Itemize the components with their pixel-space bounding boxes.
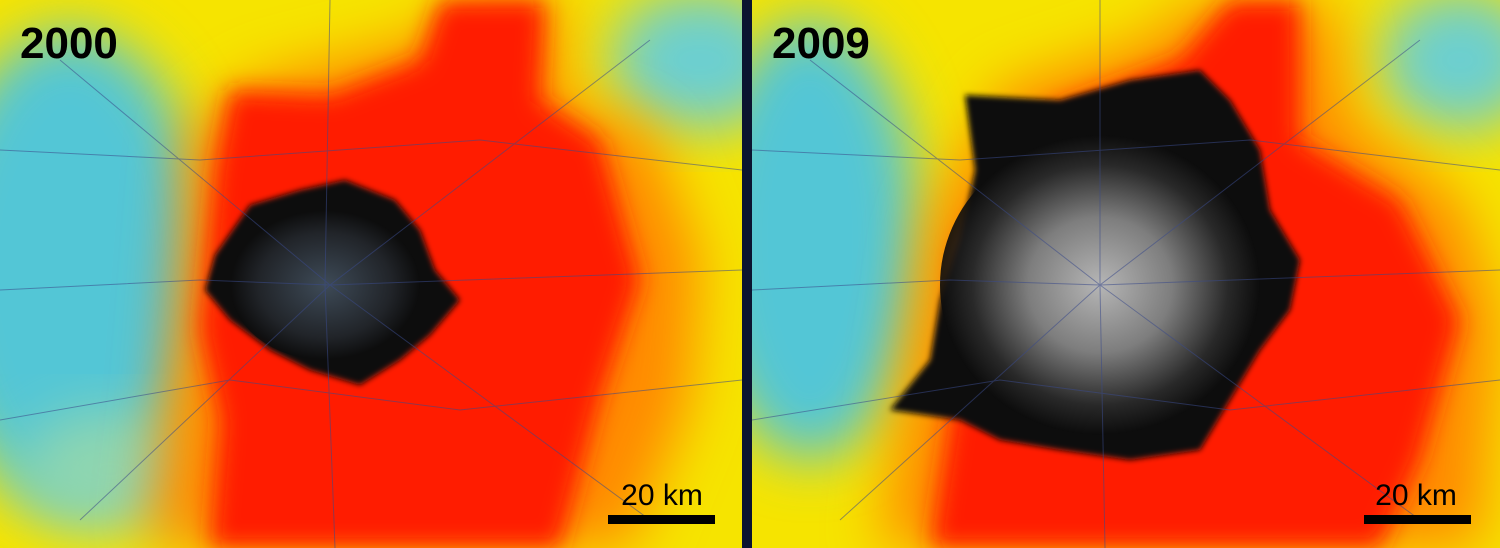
divider (742, 0, 752, 548)
low-area (752, 20, 920, 460)
roads (752, 0, 1500, 548)
scale-label: 20 km (1375, 479, 1457, 512)
scale-bar (608, 515, 715, 524)
year-label: 2009 (772, 19, 870, 68)
low-area (20, 410, 200, 530)
panel-2009: 2009 20 km (752, 0, 1500, 548)
low-area (1380, 0, 1500, 130)
low-area (610, 0, 742, 130)
scale-label: 20 km (621, 479, 703, 512)
roads (0, 0, 742, 548)
low-area (0, 30, 210, 510)
scale-bar (1364, 515, 1471, 524)
year-label: 2000 (20, 19, 118, 68)
panel-2000: 2000 20 km (0, 0, 742, 548)
